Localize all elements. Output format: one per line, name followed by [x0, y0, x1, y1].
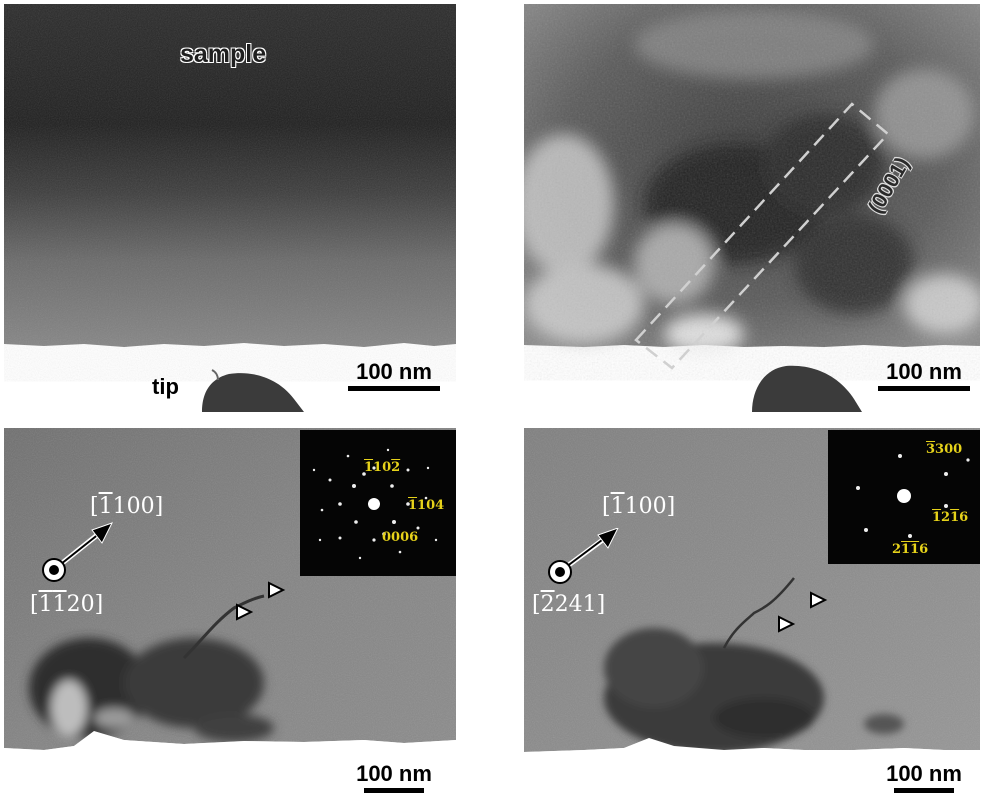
- saed-spot-label-2: 1104: [408, 498, 444, 513]
- digit: 1: [901, 542, 911, 557]
- panel-bottom-right: 3300 1216 2116 [1100] [2241] 100 nm: [524, 428, 980, 801]
- scale-bar-bottom-left: 100 nm: [344, 762, 444, 793]
- saed-spot-label-3: 0006: [382, 530, 419, 545]
- scale-bar-line: [878, 386, 970, 391]
- part: 100]: [112, 494, 164, 519]
- digit: 104: [417, 498, 445, 513]
- panel-top-right: (0001) 100 nm: [524, 4, 980, 412]
- triangle-marker-icon: [778, 615, 796, 633]
- digit: 1: [364, 460, 374, 475]
- scale-bar-label: 100 nm: [886, 359, 962, 384]
- part: 1: [610, 494, 625, 519]
- triangle-marker-icon: [810, 591, 828, 609]
- scale-bar-bottom-right: 100 nm: [874, 762, 974, 793]
- digit: 2: [941, 510, 951, 525]
- scale-bar-line: [348, 386, 440, 391]
- direction-axes-bottom-right: [548, 528, 619, 584]
- digit: 10: [373, 460, 392, 475]
- direction-label-in-plane: [1100]: [602, 494, 675, 519]
- tem-image-bend-contours: [524, 4, 980, 412]
- part: 1: [52, 592, 67, 617]
- saed-inset-bottom-left: 1102 1104 0006: [300, 430, 456, 576]
- direction-axes-bottom-left: [42, 522, 113, 582]
- direction-label-in-plane: [1100]: [90, 494, 163, 519]
- saed-spot-label-1: 3300: [926, 442, 962, 457]
- digit: 6: [919, 542, 929, 557]
- saed-spot-label-3: 2116: [892, 542, 928, 557]
- scale-bar-label: 100 nm: [356, 761, 432, 786]
- part: 2: [540, 592, 555, 617]
- part: [: [90, 494, 99, 519]
- digit: 1: [408, 498, 418, 513]
- saed-spot-label-2: 1216: [932, 510, 968, 525]
- tem-image-sample-tip: [4, 4, 456, 412]
- saed-spot-label-1: 1102: [364, 460, 400, 475]
- triangle-marker-icon: [268, 581, 286, 599]
- digit: 1: [950, 510, 960, 525]
- digit: 3: [926, 442, 936, 457]
- diffraction-pattern: [856, 454, 970, 538]
- digit: 6: [959, 510, 969, 525]
- part: 20]: [66, 592, 104, 617]
- part: 1: [38, 592, 53, 617]
- scale-bar-line: [894, 788, 954, 793]
- scale-bar-top-right: 100 nm: [874, 360, 974, 391]
- panel-top-left: sample tip 100 nm: [4, 4, 456, 412]
- scale-bar-top-left: 100 nm: [344, 360, 444, 391]
- direction-label-out-of-plane: [2241]: [532, 592, 605, 617]
- scale-bar-line: [364, 788, 424, 793]
- sample-label: sample: [180, 40, 267, 68]
- digit: 1: [932, 510, 942, 525]
- triangle-marker-icon: [236, 603, 254, 621]
- part: 100]: [624, 494, 676, 519]
- tip-label: tip: [152, 374, 179, 399]
- scale-bar-label: 100 nm: [886, 761, 962, 786]
- part: 241]: [554, 592, 606, 617]
- digit: 300: [935, 442, 963, 457]
- digit: 1: [910, 542, 920, 557]
- scale-bar-label: 100 nm: [356, 359, 432, 384]
- part: [: [602, 494, 611, 519]
- part: 1: [98, 494, 113, 519]
- digit: 2: [391, 460, 401, 475]
- saed-inset-bottom-right: 3300 1216 2116: [828, 430, 980, 564]
- panel-bottom-left: 1102 1104 0006 [1100] [1120] 100 nm: [4, 428, 456, 801]
- diffraction-pattern: [312, 448, 438, 560]
- part: [: [30, 592, 39, 617]
- digit: 2: [892, 542, 902, 557]
- part: [: [532, 592, 541, 617]
- direction-label-out-of-plane: [1120]: [30, 592, 103, 617]
